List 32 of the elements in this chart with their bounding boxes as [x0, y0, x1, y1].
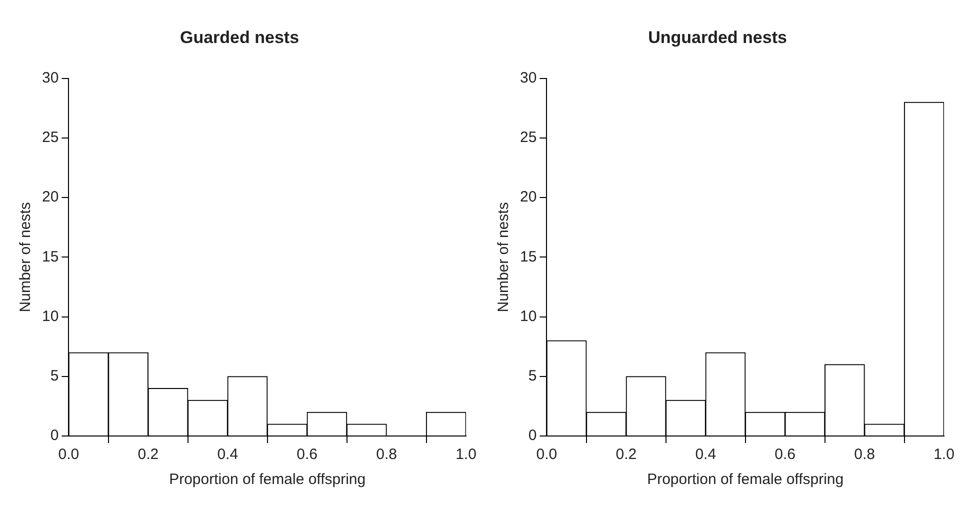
x-tick-label: 0.4	[695, 446, 716, 464]
y-tick-label: 5	[50, 368, 59, 385]
x-tick-label: 0.6	[296, 446, 318, 464]
y-tick-label: 10	[520, 308, 537, 325]
x-tick-label: 0.4	[217, 446, 238, 464]
x-tick-label: 0.2	[138, 446, 159, 464]
y-tick-label: 25	[520, 129, 537, 146]
y-axis-title: Number of nests	[495, 202, 512, 312]
y-tick-label: 15	[520, 248, 537, 266]
y-tick-label: 10	[42, 308, 59, 325]
y-tick-label: 15	[42, 248, 59, 266]
y-axis-title: Number of nests	[17, 202, 34, 312]
x-axis-title: Proportion of female offspring	[647, 471, 844, 488]
y-tick-label: 20	[520, 188, 537, 206]
x-tick-label: 1.0	[934, 446, 954, 464]
chart-title: Unguarded nests	[648, 28, 787, 47]
y-tick-label: 20	[42, 188, 59, 206]
y-tick-label: 30	[42, 70, 59, 87]
chart-title: Guarded nests	[180, 28, 300, 47]
y-tick-label: 0	[528, 427, 537, 444]
y-tick-label: 25	[42, 129, 59, 146]
y-tick-label: 5	[528, 368, 537, 385]
x-tick-label: 0.8	[376, 446, 397, 464]
x-tick-label: 0.0	[536, 446, 558, 464]
y-tick-label: 30	[520, 70, 537, 87]
x-tick-label: 0.0	[58, 446, 80, 464]
x-tick-label: 0.2	[616, 446, 637, 464]
x-axis-title: Proportion of female offspring	[169, 471, 366, 488]
x-tick-label: 0.6	[774, 446, 796, 464]
x-tick-label: 0.8	[854, 446, 875, 464]
y-tick-label: 0	[50, 427, 59, 444]
x-tick-label: 1.0	[456, 446, 476, 464]
